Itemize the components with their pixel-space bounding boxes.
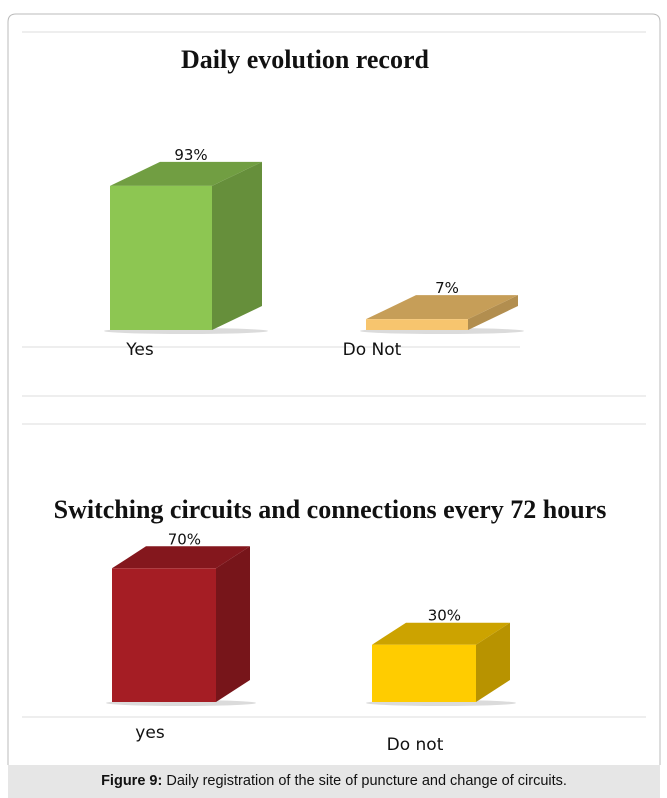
value-label: 30% xyxy=(428,607,461,625)
bar xyxy=(372,644,476,702)
bar-top xyxy=(372,622,510,645)
category-label: Do not xyxy=(387,735,444,755)
bar-top xyxy=(366,295,518,320)
bar-top xyxy=(112,546,250,569)
frame xyxy=(7,13,661,765)
value-label: 7% xyxy=(435,279,459,297)
bar xyxy=(112,568,216,702)
category-label: yes xyxy=(135,723,165,743)
caption-text: Daily registration of the site of punctu… xyxy=(166,773,567,789)
chart-title: Daily evolution record xyxy=(181,45,429,74)
bar-side xyxy=(216,546,250,702)
value-label: 70% xyxy=(168,530,201,548)
bar-side xyxy=(476,622,510,702)
figure: Daily evolution record 93% Yes 7% Do Not Swit… xyxy=(7,13,661,765)
caption: Figure 9: Daily registration of the site… xyxy=(8,765,660,798)
category-label: Do Not xyxy=(343,340,402,360)
caption-label: Figure 9: xyxy=(101,773,163,789)
bar-side xyxy=(212,161,262,330)
bar xyxy=(110,185,212,330)
bar-top xyxy=(110,161,262,186)
bar xyxy=(366,319,468,330)
value-label: 93% xyxy=(174,146,207,164)
bar-side xyxy=(468,295,518,330)
category-label: Yes xyxy=(125,340,154,360)
chart-title: Switching circuits and connections every… xyxy=(54,495,607,524)
